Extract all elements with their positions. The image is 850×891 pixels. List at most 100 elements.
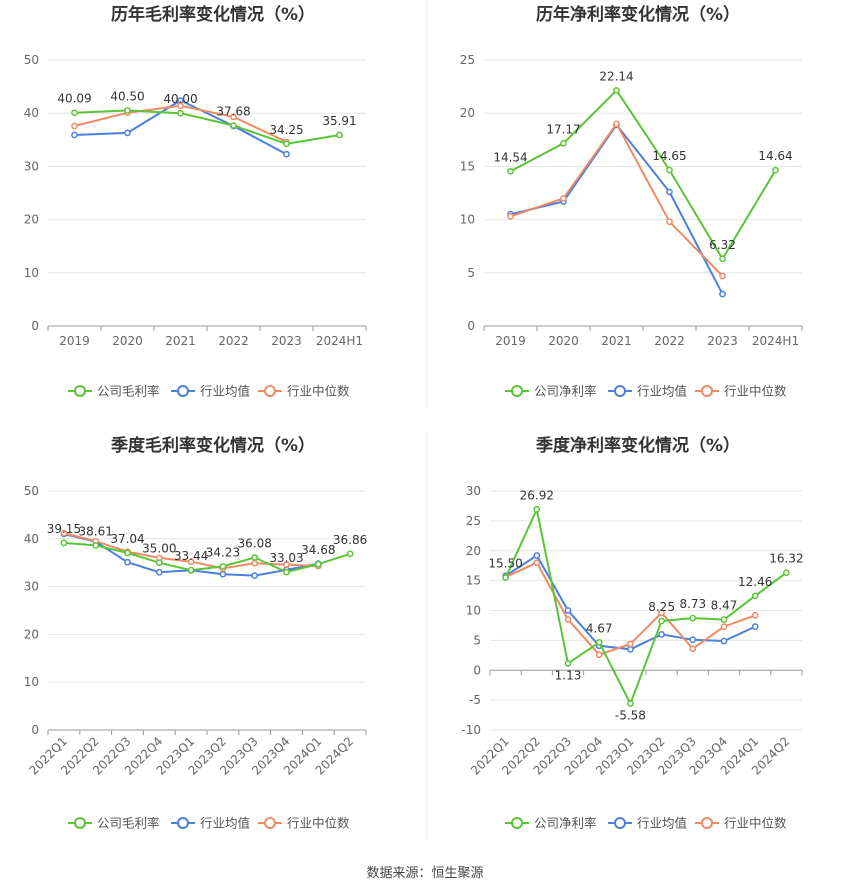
data-label: 14.54 (493, 150, 527, 164)
y-tick-label: 10 (466, 604, 481, 618)
legend-label: 行业均值 (637, 816, 687, 831)
series-point (71, 131, 78, 139)
y-tick-label: 20 (24, 213, 39, 227)
x-tick-label: 2023 (271, 334, 302, 348)
y-tick-label: 0 (31, 319, 39, 333)
series-line (63, 541, 351, 574)
data-label: 22.14 (599, 69, 633, 83)
series-point (124, 549, 131, 557)
x-tick-label: 2021 (165, 334, 196, 348)
y-tick-label: 20 (466, 544, 481, 558)
series-point (658, 617, 665, 625)
series-point (124, 558, 131, 566)
y-tick-label: 30 (466, 484, 481, 498)
series-point (564, 660, 572, 667)
legend-marker (511, 817, 523, 829)
series-point (719, 255, 726, 263)
data-label: 14.64 (758, 149, 792, 163)
series-point (507, 213, 514, 220)
series-point (595, 651, 603, 659)
legend-marker (177, 817, 189, 829)
data-source-note: 数据来源：恒生聚源 (366, 866, 484, 881)
series-point (502, 574, 509, 581)
series-point (627, 700, 634, 707)
series-point (187, 558, 195, 566)
y-tick-label: 5 (467, 266, 475, 280)
legend-label: 公司毛利率 (97, 384, 160, 399)
legend-label: 公司毛利率 (97, 816, 160, 831)
data-label: 4.67 (586, 621, 613, 635)
y-tick-label: 15 (460, 159, 475, 173)
series-point (720, 623, 728, 630)
series-point (751, 611, 759, 619)
x-tick-label: 2020 (548, 334, 579, 348)
y-tick-label: 0 (467, 319, 475, 333)
series-point (230, 113, 237, 121)
legend-label: 公司净利率 (534, 816, 597, 831)
y-tick-label: 30 (24, 580, 39, 594)
series-point (71, 109, 78, 117)
data-label: 14.65 (652, 149, 686, 163)
series-point (658, 631, 665, 638)
x-tick-label: 2024H1 (316, 334, 363, 348)
quarterly-net-margin-chart: 季度净利率变化情况（%）-10-50510152025302022Q12022Q… (461, 435, 803, 831)
y-tick-label: 20 (460, 106, 475, 120)
series-point (251, 572, 259, 579)
data-label: 35.91 (322, 114, 356, 128)
legend-label: 行业均值 (200, 816, 250, 831)
y-tick-label: 25 (466, 514, 481, 528)
series-point (751, 623, 759, 630)
legend-label: 行业均值 (200, 384, 250, 399)
data-label: 8.47 (711, 599, 738, 613)
data-label: 36.08 (238, 537, 272, 551)
y-tick-label: 10 (24, 675, 39, 689)
y-tick-label: 10 (460, 213, 475, 227)
data-label: 12.46 (738, 575, 772, 589)
data-label: 36.86 (333, 533, 367, 547)
series-line (510, 123, 724, 295)
series-point (666, 166, 673, 174)
data-label: 39.15 (47, 522, 81, 536)
series-point (613, 87, 620, 94)
series-point (689, 636, 697, 644)
series-point (124, 107, 131, 114)
legend-label: 行业中位数 (724, 384, 787, 399)
series-point (720, 637, 728, 645)
legend-marker (177, 385, 189, 397)
y-tick-label: 50 (24, 53, 39, 67)
data-label: 34.23 (206, 545, 240, 559)
series-point (595, 638, 603, 646)
series-point (507, 167, 514, 175)
x-tick-label: 2023 (707, 334, 738, 348)
series-point (560, 139, 567, 147)
series-point (658, 609, 665, 617)
series-point (560, 194, 567, 202)
y-tick-label: 10 (24, 266, 39, 280)
series-line (74, 109, 340, 145)
series-point (627, 640, 634, 648)
series-point (283, 568, 290, 576)
y-tick-label: 0 (473, 663, 481, 677)
y-tick-label: 30 (24, 159, 39, 173)
series-point (627, 645, 634, 653)
series-point (283, 150, 290, 158)
y-tick-label: 20 (24, 627, 39, 641)
legend-label: 公司净利率 (534, 384, 597, 399)
x-tick-label: 2021 (601, 334, 632, 348)
series-point (251, 554, 259, 561)
series-point (719, 272, 726, 280)
y-tick-label: 40 (24, 106, 39, 120)
legend-marker (264, 385, 276, 397)
series-point (92, 542, 100, 549)
series-point (751, 592, 759, 600)
y-tick-label: -5 (469, 693, 481, 707)
series-point (314, 560, 322, 568)
y-tick-label: 50 (24, 484, 39, 498)
y-tick-label: -10 (461, 723, 481, 737)
series-point (689, 614, 697, 622)
series-point (346, 550, 354, 558)
data-label: 6.32 (709, 238, 736, 252)
x-tick-label: 2019 (495, 334, 526, 348)
data-label: 8.73 (679, 597, 706, 611)
